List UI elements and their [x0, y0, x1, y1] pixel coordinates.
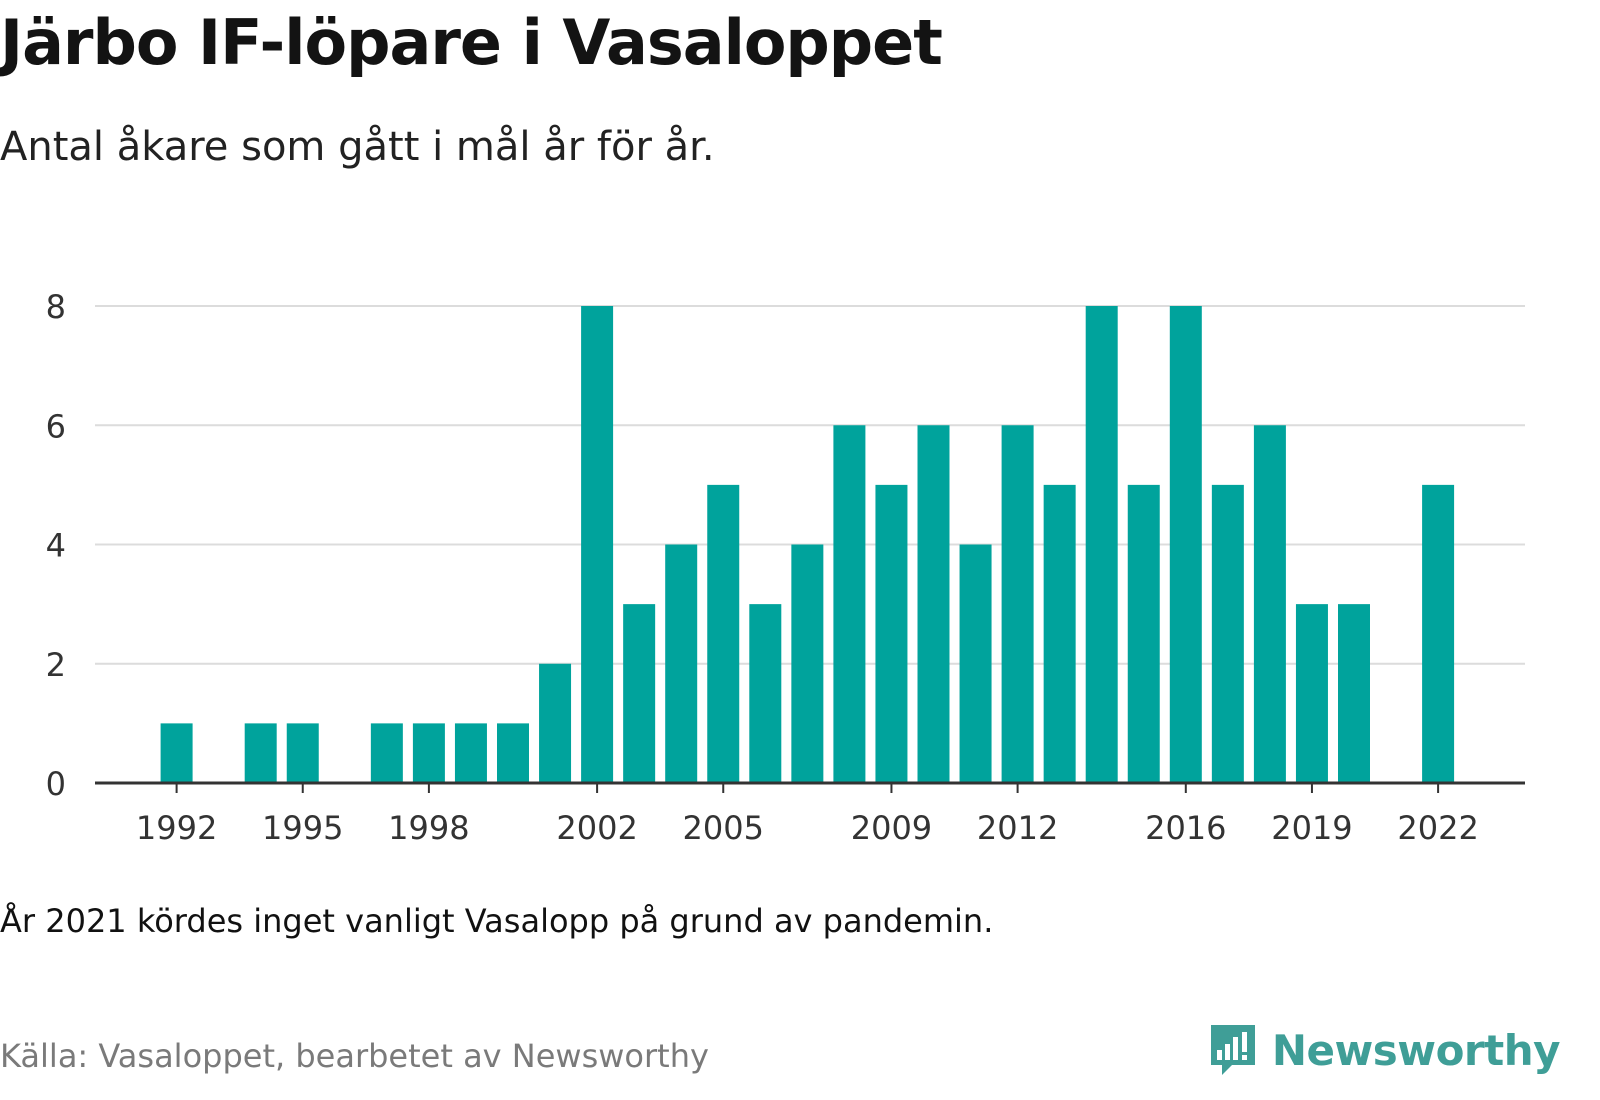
x-tick-label: 1998	[388, 809, 469, 847]
bar-2014	[1085, 306, 1118, 783]
bar-2002	[581, 306, 614, 783]
bar-2018	[1253, 425, 1286, 783]
bar-2005	[707, 484, 740, 783]
bar-2009	[875, 484, 908, 783]
bar-1997	[370, 723, 403, 783]
bar-2020	[1338, 604, 1370, 783]
newsworthy-logo-icon	[1210, 1025, 1255, 1075]
bar-2015	[1127, 484, 1160, 783]
chart-note: År 2021 kördes inget vanligt Vasalopp på…	[0, 902, 994, 940]
x-tick-label: 2005	[683, 809, 764, 847]
x-tick-label: 2012	[977, 809, 1058, 847]
bar-2001	[539, 663, 572, 783]
bar-2000	[497, 723, 529, 783]
bar-chart: 0 2 4 6 8 1992 1995 1998 2002 2005 2009 2012 2016 20…	[46, 288, 1525, 847]
chart-subtitle: Antal åkare som gått i mål år för år.	[0, 124, 715, 170]
bar-2012	[1001, 425, 1034, 783]
bar-1995	[286, 723, 319, 783]
bar-2022	[1422, 484, 1455, 783]
y-tick-label: 0	[46, 765, 66, 803]
y-tick-label: 4	[46, 527, 66, 565]
x-tick-label: 1995	[262, 809, 343, 847]
source-label: Källa: Vasaloppet, bearbetet av Newswort…	[0, 1037, 709, 1075]
x-tick-label: 2002	[556, 809, 637, 847]
x-tick-label: 2016	[1145, 809, 1226, 847]
brand-name: Newsworthy	[1271, 1025, 1561, 1075]
bar-2017	[1211, 484, 1244, 783]
y-tick-label: 6	[46, 407, 66, 445]
x-tick-label: 2009	[851, 809, 932, 847]
newsworthy-logo: Newsworthy	[1208, 1022, 1561, 1078]
bar-2007	[791, 544, 824, 783]
bar-2016	[1169, 306, 1202, 783]
x-tick-label: 1992	[136, 809, 217, 847]
bar-2006	[749, 604, 782, 783]
bar-2019	[1295, 604, 1328, 783]
y-tick-label: 8	[46, 288, 66, 326]
x-tick-label: 2019	[1271, 809, 1352, 847]
bar-1999	[454, 723, 487, 783]
y-tick-label: 2	[46, 646, 66, 684]
bar-2003	[623, 604, 656, 783]
bar-1992	[160, 723, 193, 783]
y-axis: 0 2 4 6 8	[46, 288, 66, 803]
bar-2010	[917, 425, 950, 783]
x-axis: 1992 1995 1998 2002 2005 2009 2012 2016 2019 2022	[95, 781, 1525, 847]
bar-2011	[959, 544, 992, 783]
bars	[160, 306, 1455, 783]
bar-2008	[833, 425, 866, 783]
bar-1994	[244, 723, 277, 783]
bar-2013	[1043, 484, 1076, 783]
x-tick-label: 2022	[1397, 809, 1478, 847]
chart-title: Järbo IF-löpare i Vasaloppet	[0, 6, 943, 79]
bar-2004	[665, 544, 698, 783]
bar-1998	[412, 723, 445, 783]
